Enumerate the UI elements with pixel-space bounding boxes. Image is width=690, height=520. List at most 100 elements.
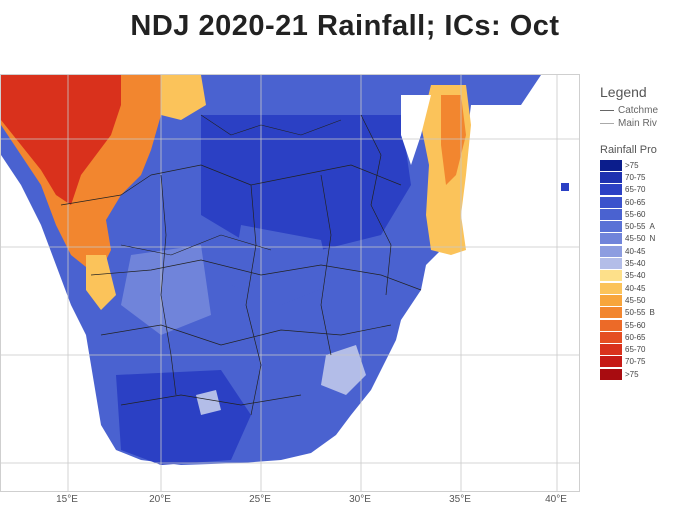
legend-swatch [600, 233, 622, 245]
legend-bin-label: 50-55 [625, 308, 646, 318]
legend-bin-row: >75 [600, 368, 690, 380]
legend-bin-row: 50-55 B [600, 307, 690, 319]
legend-swatch [600, 196, 622, 208]
red-zone-northwest [1, 75, 121, 205]
legend-swatch [600, 331, 622, 343]
legend-bin-row: 65-70 [600, 184, 690, 196]
legend-swatch [600, 184, 622, 196]
lon-label-15e: 15°E [56, 494, 78, 505]
legend-bin-row: 55-60 [600, 208, 690, 220]
legend-swatch [600, 344, 622, 356]
legend-bin-label: 65-70 [625, 345, 646, 355]
map-title: NDJ 2020-21 Rainfall; ICs: Oct [130, 10, 560, 42]
orange-core-east [441, 95, 466, 185]
land-layer [1, 75, 569, 465]
catchment-line-icon [600, 110, 614, 111]
lon-label-35e: 35°E [449, 494, 471, 505]
legend-bin-label: 45-50 [625, 295, 646, 305]
legend-swatch [600, 282, 622, 294]
border-line-3 [160, 174, 177, 396]
legend-bin-row: 65-70 [600, 343, 690, 356]
border-line-4 [245, 184, 262, 416]
legend-swatch [600, 245, 622, 257]
legend-swatch [600, 270, 622, 282]
river-line-2 [120, 234, 272, 256]
legend-catchment-line: Catchme [600, 104, 690, 117]
legend-bin-label: 50-55 [625, 222, 646, 232]
legend-bin-row: 70-75 [600, 171, 690, 183]
legend-bin-group: A [649, 222, 655, 232]
legend-bin-row: 35-40 [600, 257, 690, 270]
legend-bin-label: 60-65 [625, 332, 646, 342]
legend-bins: >75 70-75 65-70 60-65 55-60 50-55 A 45-50 N 40-45… [600, 159, 690, 380]
orange-zone-north [161, 75, 206, 120]
legend-swatch [600, 319, 622, 331]
border-line-5 [320, 174, 332, 356]
legend-bin-label: >75 [625, 160, 639, 170]
legend-catchment-label: Catchme [618, 105, 659, 116]
legend-river-line: Main Riv [600, 117, 690, 130]
pale-patch-central [196, 390, 221, 415]
border-line-1 [60, 164, 402, 206]
legend-bin-row: 40-45 [600, 282, 690, 294]
border-line-7 [120, 394, 302, 406]
legend-bin-group: B [649, 308, 655, 318]
legend-bin-row: 45-50 N [600, 233, 690, 245]
lon-label-25e: 25°E [249, 494, 271, 505]
legend-swatch [600, 171, 622, 183]
legend-bin-label: 35-40 [625, 271, 646, 281]
lon-label-40e: 40°E [545, 494, 567, 505]
legend-bin-row: 60-65 [600, 196, 690, 208]
legend-bin-label: >75 [625, 369, 639, 379]
legend-bin-row: 50-55 A [600, 220, 690, 233]
legend-bin-row: 40-45 [600, 245, 690, 257]
legend-bin-group: N [649, 234, 656, 244]
legend-swatch [600, 258, 622, 270]
island-point [561, 183, 569, 191]
legend-swatch [600, 221, 622, 233]
legend-bin-label: 45-50 [625, 234, 646, 244]
blue-zone-north [201, 115, 411, 250]
blue-zone-southwest [116, 370, 251, 465]
forecast-map [0, 74, 580, 492]
legend-bin-row: 45-50 [600, 294, 690, 306]
longitude-axis: 15°E 20°E 25°E 30°E 35°E 40°E [0, 494, 580, 514]
legend-swatch [600, 356, 622, 368]
blue-zone-west [121, 245, 211, 335]
legend-swatch [600, 294, 622, 306]
legend-bin-row: 35-40 [600, 270, 690, 282]
legend-bin-label: 35-40 [625, 259, 646, 269]
legend-bin-label: 55-60 [625, 209, 646, 219]
country-borders [60, 114, 422, 416]
legend-bin-row: >75 [600, 159, 690, 171]
pale-patch-east [321, 345, 366, 395]
lon-label-20e: 20°E [149, 494, 171, 505]
legend-bin-label: 70-75 [625, 172, 646, 182]
river-line-1 [200, 114, 342, 136]
lake-area [401, 95, 431, 165]
lon-label-30e: 30°E [349, 494, 371, 505]
legend-swatch [600, 368, 622, 380]
legend-bin-label: 65-70 [625, 185, 646, 195]
legend-bin-label: 40-45 [625, 246, 646, 256]
border-line-8 [360, 114, 392, 296]
border-line-2 [90, 259, 422, 291]
river-line-icon [600, 123, 614, 124]
legend-bin-label: 40-45 [625, 283, 646, 293]
rainfall-map-canvas [1, 75, 579, 491]
legend-bin-label: 55-60 [625, 320, 646, 330]
legend-swatch [600, 307, 622, 319]
legend-river-label: Main Riv [618, 118, 657, 129]
legend-title: Legend [600, 84, 647, 100]
map-legend: Legend Catchme Main Riv Rainfall Pro >75… [600, 84, 690, 474]
border-line-6 [100, 324, 392, 346]
legend-bin-label: 70-75 [625, 357, 646, 367]
legend-bin-label: 60-65 [625, 197, 646, 207]
legend-swatch [600, 159, 622, 171]
legend-swatch [600, 208, 622, 220]
legend-bin-row: 60-65 [600, 331, 690, 343]
legend-subtitle: Rainfall Pro [600, 144, 657, 156]
legend-bin-row: 70-75 [600, 356, 690, 368]
lat-lon-grid [1, 75, 579, 491]
orange-zone-namibia-coast [86, 255, 116, 310]
